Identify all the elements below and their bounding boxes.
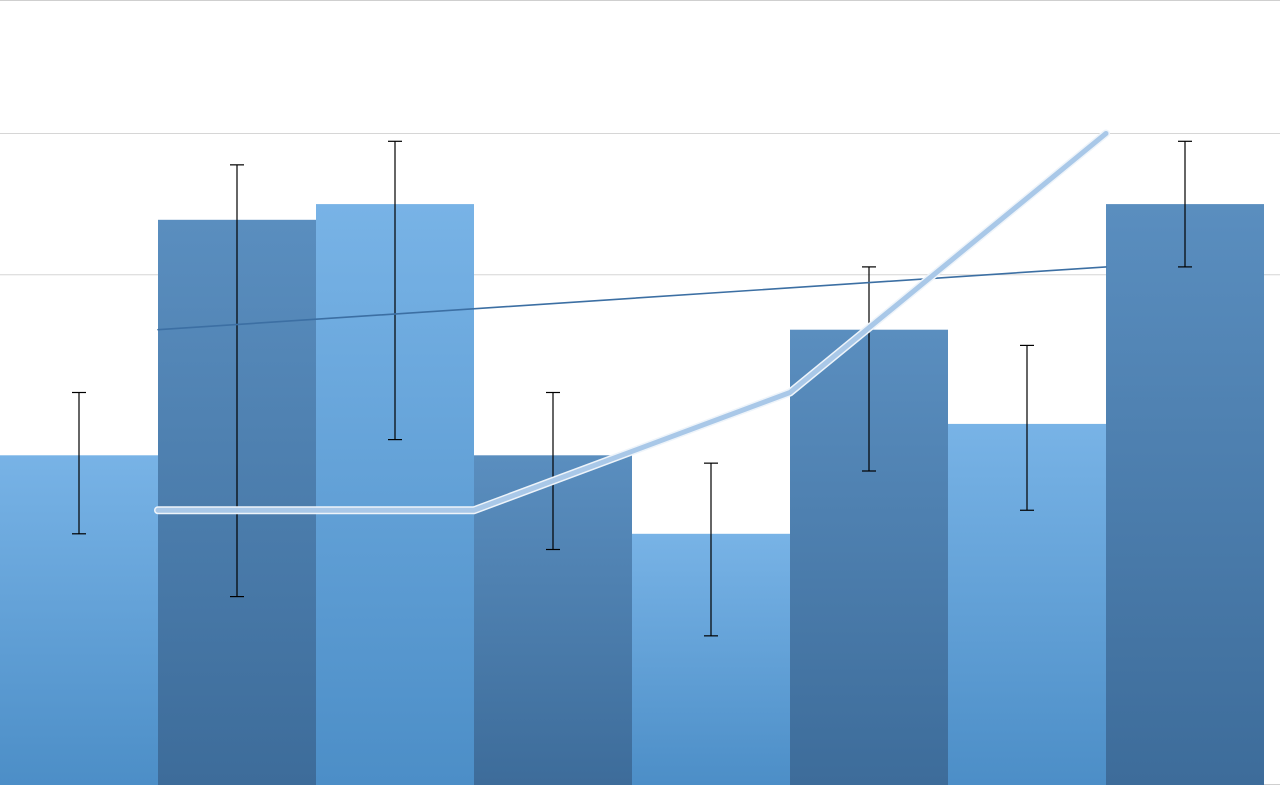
bars xyxy=(0,204,1264,785)
combo-bar-chart xyxy=(0,0,1280,785)
chart-svg xyxy=(0,0,1280,785)
bar-8 xyxy=(1106,204,1264,785)
